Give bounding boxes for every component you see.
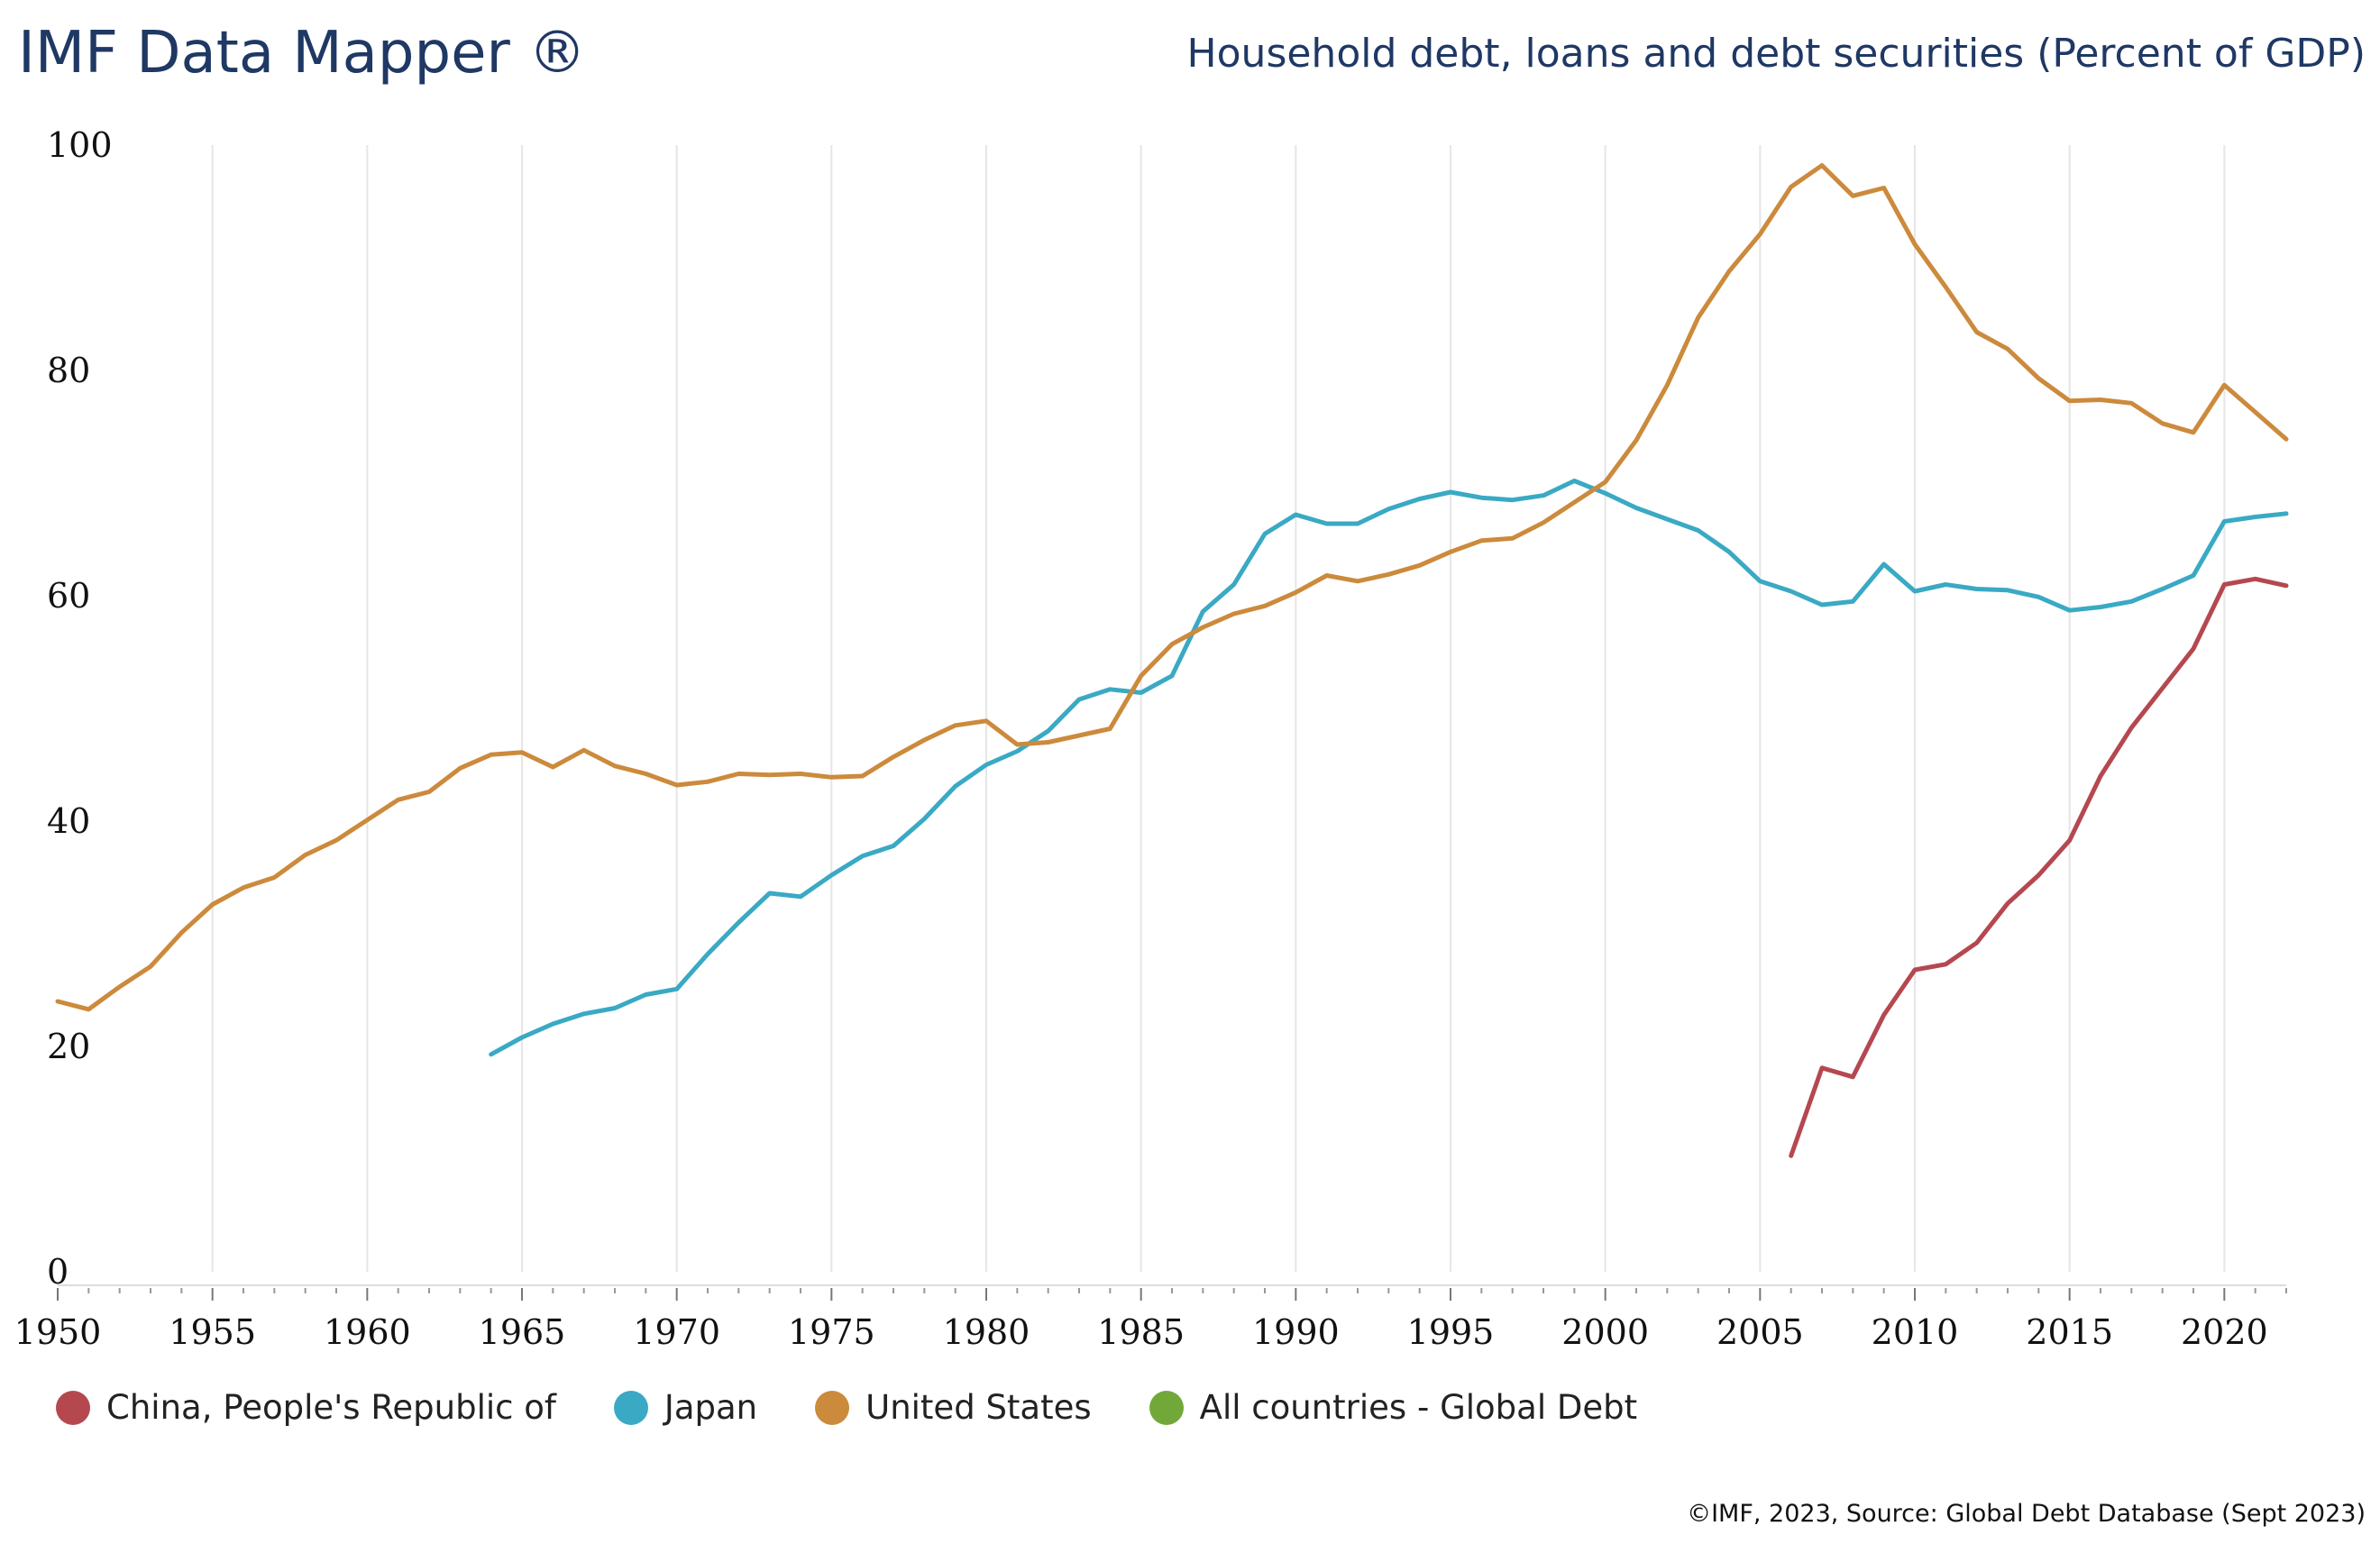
legend-label: China, People's Republic of (106, 1388, 556, 1427)
series-line-0 (1789, 576, 2289, 1158)
x-tick-label: 2020 (2181, 1312, 2268, 1352)
legend-swatch (613, 1390, 648, 1425)
x-tick-label: 1965 (479, 1312, 566, 1352)
x-tick-label: 2015 (2026, 1312, 2113, 1352)
grid-lines (211, 145, 2226, 1272)
x-axis: 1950 1955 1960 1965 1970 1975 1980 1985 1990 1995… (14, 1284, 2287, 1352)
x-tick-label: 1990 (1252, 1312, 1340, 1352)
y-tick-label: 60 (47, 576, 90, 616)
y-tick-label: 100 (47, 125, 113, 165)
x-tick-label: 1995 (1407, 1312, 1495, 1352)
y-tick-label: 0 (47, 1252, 69, 1292)
y-tick-label: 40 (47, 801, 90, 841)
legend: China, People's Republic of Japan United S… (56, 1388, 1695, 1427)
brand-title: IMF Data Mapper ® (18, 20, 587, 87)
legend-item[interactable]: China, People's Republic of (56, 1388, 556, 1427)
x-tick-label: 1985 (1097, 1312, 1185, 1352)
chart-title: Household debt, loans and debt securitie… (1186, 31, 2366, 77)
legend-item[interactable]: United States (815, 1388, 1092, 1427)
series-lines (55, 163, 2289, 1158)
legend-label: All countries - Global Debt (1199, 1388, 1638, 1427)
legend-swatch (56, 1390, 90, 1425)
x-tick-label: 2005 (1716, 1312, 1804, 1352)
y-tick-label: 20 (47, 1027, 90, 1066)
y-tick-label: 80 (47, 351, 90, 390)
legend-label: United States (865, 1388, 1092, 1427)
x-tick-label: 2010 (1872, 1312, 1959, 1352)
x-tick-label: 1975 (788, 1312, 875, 1352)
x-tick-label: 1970 (633, 1312, 720, 1352)
x-tick-label: 1980 (943, 1312, 1030, 1352)
x-tick-label: 2000 (1561, 1312, 1649, 1352)
legend-swatch (815, 1390, 850, 1425)
legend-item[interactable]: Japan (613, 1388, 758, 1427)
x-tick-label: 1950 (14, 1312, 102, 1352)
x-tick-label: 1960 (324, 1312, 411, 1352)
series-line-1 (489, 479, 2289, 1057)
x-tick-label: 1955 (169, 1312, 256, 1352)
y-axis: 0 20 40 60 80 100 (47, 125, 113, 1292)
legend-item[interactable]: All countries - Global Debt (1149, 1388, 1637, 1427)
legend-label: Japan (664, 1388, 758, 1427)
legend-swatch (1149, 1390, 1184, 1425)
source-note: ©IMF, 2023, Source: Global Debt Database… (1687, 1500, 2366, 1528)
series-line-2 (55, 163, 2289, 1012)
